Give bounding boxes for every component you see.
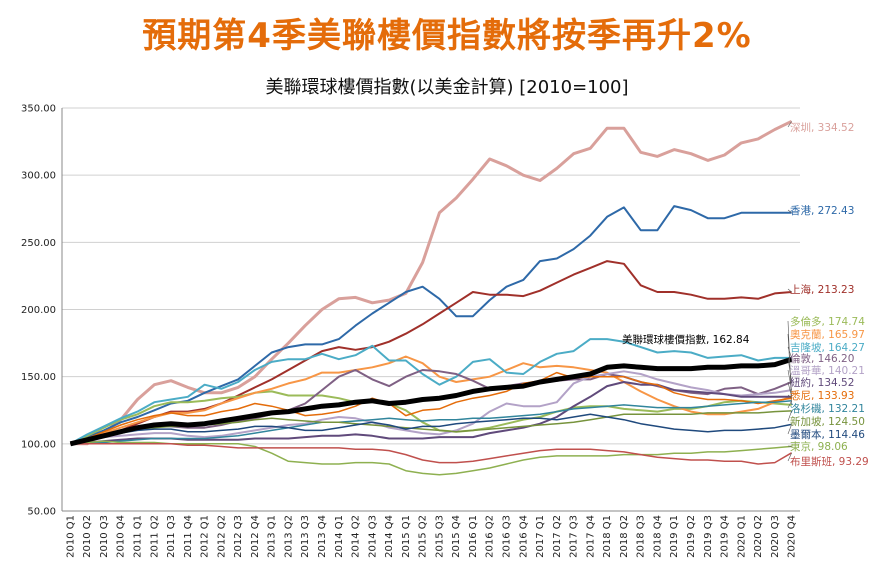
- x-tick-label: 2012 Q2: [216, 515, 227, 558]
- series-line-12: [70, 413, 792, 445]
- series-labels: 深圳, 334.52 香港, 272.43 上海, 213.23 多倫多, 174.7…: [622, 121, 869, 468]
- x-tick-label: 2013 Q4: [317, 515, 328, 558]
- x-tick-label: 2013 Q1: [267, 515, 278, 558]
- x-tick-label: 2017 Q4: [585, 515, 596, 558]
- x-tick-label: 2018 Q3: [636, 515, 647, 558]
- x-tick-label: 2014 Q3: [367, 515, 378, 558]
- axes: 50.00 100.00 150.00 200.00 250.00 300.00 350.0…: [21, 104, 800, 558]
- leader-line: [787, 452, 792, 462]
- series-label-14: 布里斯班, 93.29: [790, 455, 869, 468]
- x-tick-label: 2013 Q3: [300, 515, 311, 558]
- x-tick-label: 2017 Q1: [535, 515, 546, 558]
- series-label-6: 倫敦, 146.20: [790, 352, 854, 365]
- x-tick-label: 2014 Q4: [384, 515, 395, 558]
- headline: 預期第4季美聯樓價指數將按季再升2%: [142, 16, 752, 56]
- y-tick-label: 100.00: [21, 439, 56, 450]
- x-tick-label: 2014 Q2: [351, 515, 362, 558]
- series-line-14: [70, 443, 792, 465]
- x-tick-label: 2015 Q1: [401, 515, 412, 558]
- x-tick-label: 2019 Q1: [669, 515, 680, 558]
- x-tick-label: 2018 Q1: [602, 515, 613, 558]
- leader-line: [787, 346, 792, 358]
- y-tick-label: 50.00: [27, 507, 56, 518]
- x-tick-label: 2020 Q2: [753, 515, 764, 558]
- series-label-2: 上海, 213.23: [790, 283, 854, 296]
- leader-line: [787, 288, 792, 293]
- grid-lines: [62, 107, 800, 512]
- series-label-8: 紐約, 134.52: [790, 376, 854, 389]
- y-tick-label: 250.00: [21, 238, 56, 249]
- x-tick-label: 2016 Q1: [468, 515, 479, 558]
- series-line-15: [69, 357, 793, 447]
- x-tick-label: 2019 Q4: [720, 515, 731, 558]
- leader-line: [787, 381, 792, 397]
- series-label-1: 香港, 272.43: [790, 205, 854, 217]
- leader-line: [787, 121, 792, 128]
- x-tick-label: 2017 Q2: [552, 515, 563, 558]
- series-lines: [69, 120, 793, 476]
- series-label-0: 深圳, 334.52: [790, 122, 854, 134]
- series-line-8: [70, 381, 792, 445]
- x-tick-label: 2011 Q2: [149, 515, 160, 558]
- series-label-3: 多倫多, 174.74: [790, 315, 865, 328]
- series-label-5: 吉隆坡, 164.27: [790, 341, 865, 354]
- series-label-index: 美聯環球樓價指數, 162.84: [622, 333, 750, 346]
- series-line-9: [70, 371, 792, 445]
- x-tick-label: 2015 Q2: [418, 515, 429, 558]
- leader-line: [787, 369, 792, 391]
- leader-line: [787, 410, 792, 422]
- series-line-2: [70, 260, 792, 445]
- series-label-9: 悉尼, 133.93: [790, 390, 854, 402]
- leader-line: [787, 357, 792, 383]
- series-line-5: [69, 338, 792, 445]
- x-tick-label: 2018 Q4: [652, 515, 663, 558]
- series-line-0: [70, 120, 793, 446]
- series-line-7: [70, 370, 792, 445]
- x-tick-label: 2011 Q1: [132, 515, 143, 558]
- x-tick-label: 2012 Q3: [233, 515, 244, 558]
- series-line-10: [70, 400, 792, 445]
- x-tick-label: 2019 Q3: [703, 515, 714, 558]
- x-tick-label: 2011 Q3: [166, 515, 177, 558]
- x-tick-label: 2020 Q3: [770, 515, 781, 558]
- series-label-4: 奧克蘭, 165.97: [790, 328, 865, 341]
- series-label-13: 東京, 98.06: [790, 440, 848, 453]
- x-tick-label: 2016 Q4: [518, 515, 529, 558]
- series-label-10: 洛杉磯, 132.21: [790, 402, 865, 415]
- leader-line: [787, 209, 792, 214]
- series-label-11: 新加坡, 124.50: [790, 415, 865, 428]
- leader-line: [787, 424, 792, 435]
- x-tick-label: 2012 Q1: [200, 515, 211, 558]
- x-tick-label: 2015 Q3: [434, 515, 445, 558]
- x-tick-label: 2010 Q4: [116, 515, 127, 558]
- x-tick-label: 2016 Q2: [485, 515, 496, 558]
- series-line-13: [70, 440, 792, 476]
- leader-line: [787, 394, 792, 399]
- series-line-1: [70, 205, 792, 445]
- x-tick-label: 2010 Q1: [65, 515, 76, 558]
- series-label-12: 墨爾本, 114.46: [790, 428, 865, 441]
- x-tick-label: 2013 Q2: [283, 515, 294, 558]
- chart-title: 美聯環球樓價指數(以美金計算) [2010=100]: [265, 77, 628, 98]
- y-tick-label: 200.00: [21, 305, 56, 316]
- x-tick-label: 2017 Q3: [569, 515, 580, 558]
- series-label-7: 溫哥華, 140.21: [790, 365, 865, 377]
- x-tick-label: 2010 Q2: [82, 515, 93, 558]
- y-tick-label: 150.00: [21, 372, 56, 383]
- x-tick-label: 2011 Q4: [183, 515, 194, 558]
- x-tick-label: 2020 Q1: [736, 515, 747, 558]
- x-tick-label: 2015 Q4: [451, 515, 462, 558]
- x-tick-label: 2010 Q3: [99, 515, 110, 558]
- leader-line: [787, 400, 792, 409]
- x-tick-label: 2014 Q1: [334, 515, 345, 558]
- x-tick-label: 2016 Q3: [501, 515, 512, 558]
- x-tick-label: 2019 Q2: [686, 515, 697, 558]
- x-tick-label: 2012 Q4: [250, 515, 261, 558]
- y-tick-label: 350.00: [21, 104, 56, 115]
- x-tick-label: 2018 Q2: [619, 515, 630, 558]
- y-tick-label: 300.00: [21, 171, 56, 182]
- x-tick-label: 2020 Q4: [787, 515, 798, 558]
